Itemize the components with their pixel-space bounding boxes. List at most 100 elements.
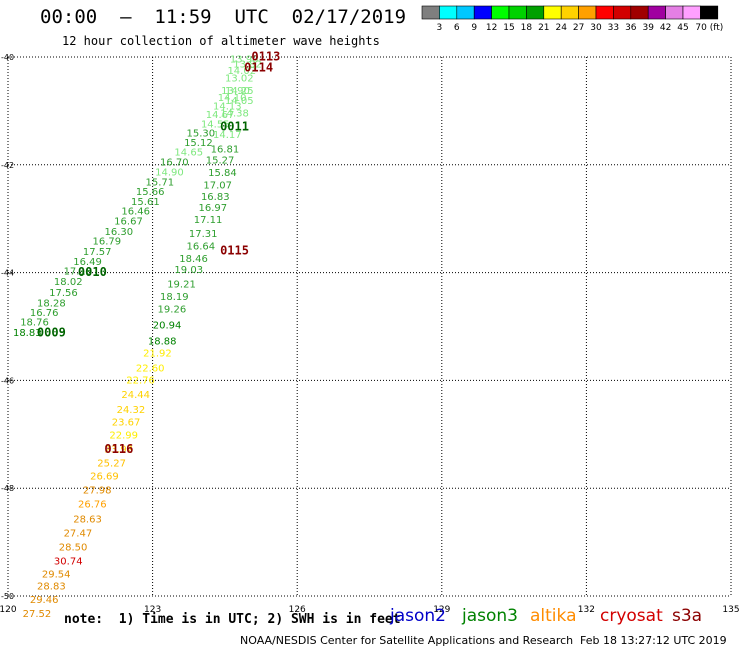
colorbar-swatch xyxy=(473,5,492,20)
colorbar-label: 36 xyxy=(625,23,637,33)
colorbar-label: 27 xyxy=(573,23,584,33)
footer-note: note: 1) Time is in UTC; 2) SWH is in fe… xyxy=(64,612,401,627)
wave-height-value: 26.69 xyxy=(90,471,119,482)
wave-height-value: 16.46 xyxy=(121,207,150,218)
wave-height-value: 13.82 xyxy=(233,60,262,71)
sat-legend-jason3: jason3 xyxy=(462,606,518,626)
colorbar-swatch xyxy=(421,5,440,20)
wave-height-value: 18.46 xyxy=(179,254,208,265)
colorbar-swatch xyxy=(491,5,510,20)
wave-height-value: 22.99 xyxy=(109,430,138,441)
wave-height-value: 16.79 xyxy=(92,236,121,247)
time-label: 0011 xyxy=(220,120,249,134)
time-label: 0113 xyxy=(251,50,280,64)
wave-height-value: 15.66 xyxy=(136,187,165,198)
wave-height-value: 16.97 xyxy=(199,203,228,214)
color-legend: 3 6 9 12 15 18 21 24 27 30 33 36 39 42 45 70 (ft) xyxy=(421,5,723,33)
wave-height-value: 27.98 xyxy=(83,485,112,496)
wave-height-value: 15.27 xyxy=(206,155,235,166)
colorbar-swatch xyxy=(543,5,562,20)
chart-subtitle: 12 hour collection of altimeter wave hei… xyxy=(62,34,380,48)
wave-height-value: 14.38 xyxy=(220,109,249,120)
wave-height-value: 15.84 xyxy=(208,168,237,179)
colorbar-label: 18 xyxy=(521,23,533,33)
colorbar-label: 3 xyxy=(437,23,443,33)
wave-height-value: 28.83 xyxy=(37,581,66,592)
wave-height-value: 29.54 xyxy=(42,569,71,580)
wave-height-value: 15.61 xyxy=(131,197,160,208)
colorbar-label: 30 xyxy=(590,23,602,33)
wave-height-value: 17.56 xyxy=(49,288,78,299)
wave-height-value: 14.55 xyxy=(201,119,230,130)
wave-height-value: 26.76 xyxy=(78,499,107,510)
wave-height-value: 13.90 xyxy=(230,55,259,66)
wave-height-value: 29.46 xyxy=(30,595,59,606)
wave-height-value: 18.76 xyxy=(20,318,49,329)
wave-height-value: 18.83 xyxy=(13,328,42,339)
colorbar-swatch xyxy=(665,5,684,20)
wave-height-value: 14.25 xyxy=(225,86,254,97)
colorbar-swatch xyxy=(578,5,597,20)
wave-height-value: 16.49 xyxy=(73,257,102,268)
y-tick-label: -46 xyxy=(1,376,14,385)
wave-height-value: 27.47 xyxy=(64,528,93,539)
wave-height-value: 16.81 xyxy=(211,145,240,156)
x-tick-label: 120 xyxy=(0,605,17,615)
wave-height-value: 19.26 xyxy=(158,304,187,315)
time-label: 0010 xyxy=(78,265,107,279)
wave-height-value: 20.94 xyxy=(153,320,182,331)
x-tick-label: 126 xyxy=(289,605,306,615)
time-label: 0009 xyxy=(37,325,66,339)
wave-height-value: 18.28 xyxy=(37,298,66,309)
y-tick-label: -44 xyxy=(1,269,14,278)
wave-height-value: 14.02 xyxy=(227,66,256,77)
wave-height-value: 27.52 xyxy=(23,609,52,620)
colorbar-swatch xyxy=(647,5,666,20)
wave-height-value: 16.30 xyxy=(105,227,134,238)
wave-height-value: 28.50 xyxy=(59,542,88,553)
wave-height-value: 14.13 xyxy=(213,102,242,113)
chart-title: 00:00 – 11:59 UTC 02/17/2019 xyxy=(40,6,407,28)
x-tick-label: 135 xyxy=(722,605,739,615)
wave-height-labels: 13.9013.8214.0213.0213.9014.2514.1014.05… xyxy=(13,50,280,620)
map-grid: 120 123 126 129 132 135 -40 -42 -44 -46 -48 -50 xyxy=(0,53,740,615)
colorbar-label: 12 xyxy=(486,23,497,33)
colorbar-swatch xyxy=(630,5,649,20)
colorbar-label: 42 xyxy=(660,23,671,33)
wave-height-value: 21.92 xyxy=(143,348,172,359)
colorbar-swatch xyxy=(456,5,475,20)
time-label: 0114 xyxy=(244,60,273,74)
colorbar-label: 70 (ft) xyxy=(695,23,723,33)
wave-height-value: 17.07 xyxy=(203,180,232,191)
wave-height-value: 16.70 xyxy=(160,158,189,169)
wave-height-value: 25.27 xyxy=(97,458,126,469)
x-tick-label: 129 xyxy=(433,605,450,615)
wave-height-value: 14.17 xyxy=(213,130,242,141)
wave-height-value: 22.60 xyxy=(136,364,165,375)
time-label: 0115 xyxy=(220,244,249,258)
wave-height-value: 18.02 xyxy=(54,277,83,288)
x-tick-label: 123 xyxy=(144,605,161,615)
wave-height-value: 14.10 xyxy=(218,93,247,104)
wave-height-value: 22.76 xyxy=(126,375,155,386)
colorbar-swatch xyxy=(700,5,719,20)
wave-height-value: 24.44 xyxy=(121,390,150,401)
wave-height-value: 23.67 xyxy=(112,417,141,428)
wave-height-value: 16.83 xyxy=(201,192,230,203)
colorbar-swatch xyxy=(595,5,614,20)
wave-height-value: 13.90 xyxy=(221,86,250,97)
wave-height-value: 18.19 xyxy=(160,292,189,303)
wave-height-value: 24.32 xyxy=(117,405,146,416)
colorbar-label: 33 xyxy=(608,23,619,33)
wave-height-value: 16.67 xyxy=(114,216,143,227)
wave-height-value: 28.63 xyxy=(73,514,102,525)
wave-height-value: 15.71 xyxy=(146,178,175,189)
wave-height-value: 18.88 xyxy=(148,337,177,348)
y-tick-label: -40 xyxy=(1,53,14,62)
wave-height-value: 14.90 xyxy=(155,167,184,178)
colorbar-label: 39 xyxy=(642,23,654,33)
wave-height-value: 17.11 xyxy=(194,215,223,226)
wave-height-value: 17.57 xyxy=(83,247,112,258)
wave-height-value: 14.65 xyxy=(174,147,203,158)
